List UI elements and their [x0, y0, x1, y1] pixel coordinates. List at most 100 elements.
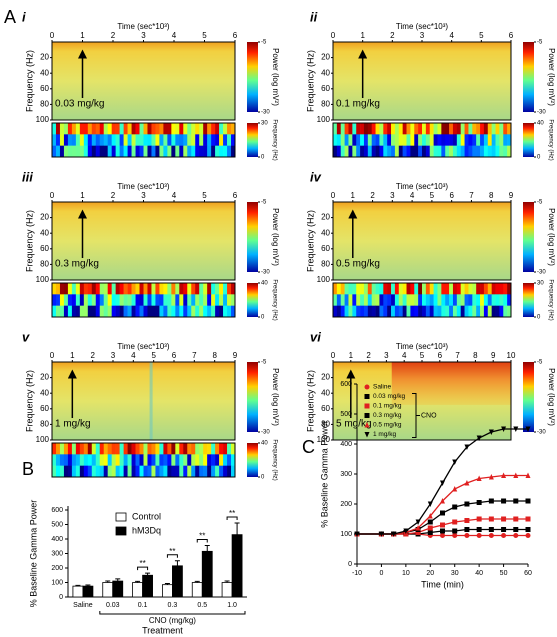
x-tick-label: 1	[70, 351, 75, 360]
band-cell	[131, 443, 136, 455]
band-cell	[211, 134, 216, 146]
band-cell	[425, 305, 431, 318]
band-cell	[183, 145, 188, 158]
band-cell	[367, 134, 372, 146]
panel-letter: B	[22, 459, 34, 479]
band-cell	[91, 134, 97, 146]
band-cell	[95, 454, 101, 466]
band-cell	[99, 145, 105, 158]
band-cell	[91, 454, 97, 466]
y-tick-label: 80	[321, 260, 330, 269]
x-tick-label: 6	[233, 191, 238, 200]
y-tick-label: 40	[40, 388, 49, 397]
group-label: CNO (mg/kg)	[149, 616, 196, 625]
band-cell	[59, 145, 65, 158]
band-cell	[123, 454, 128, 466]
point	[513, 527, 519, 532]
band-cell	[195, 454, 200, 466]
band-cell	[179, 283, 184, 295]
band-cell	[155, 283, 160, 295]
y-tick-label: 400	[340, 441, 352, 448]
band-colorbar-tick-label: 0	[261, 475, 265, 481]
band-cell	[480, 283, 485, 295]
band-cell	[495, 305, 500, 318]
band-cell	[333, 123, 338, 135]
x-tick-label: 9	[509, 191, 514, 200]
band-cell	[483, 283, 489, 295]
band-cell	[360, 134, 365, 146]
band-cell	[356, 305, 361, 318]
y-tick-label: 300	[51, 550, 63, 557]
band-cell	[95, 145, 101, 158]
band-cell	[52, 294, 57, 306]
band-cell	[119, 305, 124, 318]
y-tick-label: 20	[321, 373, 330, 382]
colorbar-title: Power (log mV²)	[271, 48, 280, 106]
band-cell	[139, 145, 144, 158]
band-cell	[456, 294, 461, 306]
band-cell	[171, 465, 176, 478]
band-cell	[476, 145, 481, 158]
band-cell	[383, 145, 388, 158]
bar	[172, 565, 183, 598]
band-cell	[219, 305, 224, 318]
band-cell	[231, 305, 236, 318]
band-cell	[452, 134, 458, 146]
band-cell	[207, 305, 212, 318]
x-tick-label: 10	[507, 351, 516, 360]
point	[501, 533, 507, 538]
band-cell	[379, 134, 384, 146]
band-cell	[71, 145, 77, 158]
band-cell	[187, 145, 192, 158]
band-cell	[183, 283, 188, 295]
band-cell	[487, 305, 492, 318]
band-cell	[449, 294, 454, 306]
band-cell	[139, 454, 144, 466]
band-cell	[344, 123, 349, 135]
x-tick-label: 0	[331, 351, 336, 360]
band-cell	[167, 283, 172, 295]
band-cell	[449, 145, 454, 158]
band-cell	[433, 134, 438, 146]
band-cell	[123, 294, 128, 306]
band-cell	[191, 134, 196, 146]
band-cell	[476, 305, 481, 318]
band-cell	[123, 134, 128, 146]
x-tick-label: 5	[430, 191, 435, 200]
error-bar	[75, 584, 81, 587]
band-cell	[379, 294, 384, 306]
y-tick-label: 100	[36, 115, 50, 124]
band-cell	[476, 134, 481, 146]
x-tick-label: 0	[50, 191, 55, 200]
band-cell	[191, 283, 196, 295]
colorbar	[523, 202, 534, 272]
bar	[221, 582, 233, 598]
band-cell	[231, 123, 236, 135]
band-cell	[402, 123, 407, 135]
band-cell	[99, 443, 105, 455]
band-cell	[87, 134, 93, 146]
band-cell	[363, 294, 369, 306]
x-tick-label: 0.1	[138, 602, 148, 609]
band-cell	[203, 145, 208, 158]
colorbar-tick-label: -5	[261, 360, 267, 366]
band-cell	[103, 454, 108, 466]
band-cell	[103, 134, 108, 146]
band-cell	[71, 454, 77, 466]
legend-marker	[364, 422, 370, 428]
band-cell	[387, 134, 392, 146]
band-cell	[367, 123, 372, 135]
x-tick-label: 8	[212, 351, 217, 360]
band-cell	[363, 145, 369, 158]
band-cell	[199, 134, 204, 146]
band-cell	[91, 123, 97, 135]
band-cell	[52, 305, 57, 318]
band-cell	[135, 294, 140, 306]
band-cell	[95, 443, 101, 455]
band-cell	[503, 145, 508, 158]
point	[440, 498, 445, 504]
band-cell	[143, 465, 148, 478]
band-cell	[55, 145, 61, 158]
band-cell	[131, 134, 136, 146]
